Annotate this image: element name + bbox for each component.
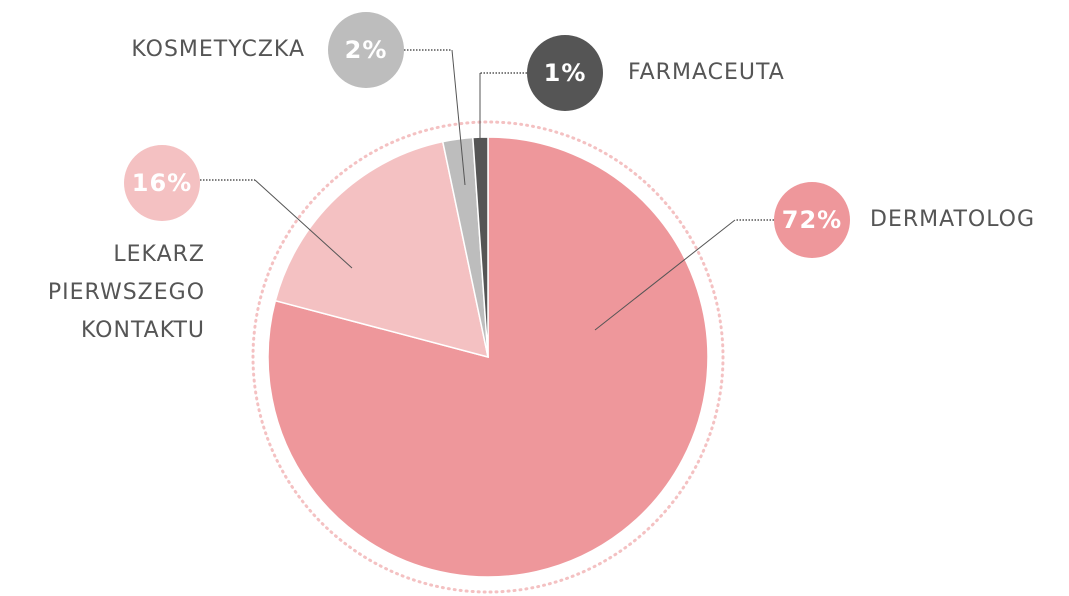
leader-line <box>594 219 736 331</box>
leader-line <box>451 49 466 186</box>
value-label: 16% <box>132 169 192 197</box>
value-label: 1% <box>544 59 587 87</box>
value-bubble <box>124 145 200 221</box>
outline-ring <box>251 120 725 594</box>
category-label: DERMATOLOG <box>870 207 1036 232</box>
value-label: 72% <box>782 206 842 234</box>
pie-slice <box>274 140 489 359</box>
value-bubble <box>527 35 603 111</box>
leader-line <box>254 179 353 269</box>
category-label: KOSMETYCZKA <box>131 37 305 62</box>
category-label: FARMACEUTA <box>628 60 785 85</box>
category-label: LEKARZ PIERWSZEGO KONTAKTU <box>47 242 206 343</box>
value-bubble <box>328 12 404 88</box>
value-label: 2% <box>345 36 388 64</box>
value-bubble <box>774 182 850 258</box>
